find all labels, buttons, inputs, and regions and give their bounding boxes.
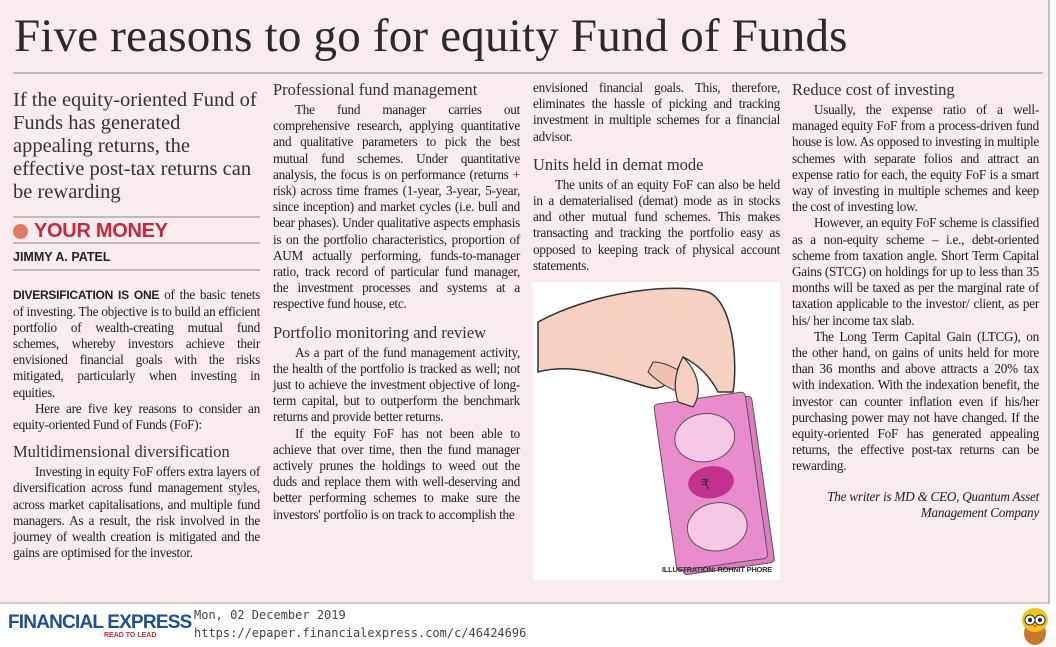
divider — [13, 216, 260, 218]
paragraph: envisioned financial goals. This, theref… — [533, 80, 780, 144]
footer: FINANCIAL EXPRESS READ TO LEAD Mon, 02 D… — [0, 604, 1056, 647]
publication-date: Mon, 02 December 2019 — [194, 608, 346, 622]
section-kicker: YOUR MONEY — [13, 218, 260, 242]
paragraph: The units of an equity FoF can also be h… — [533, 176, 780, 273]
section-label: YOUR MONEY — [34, 220, 168, 242]
subheading: Portfolio monitoring and review — [273, 322, 487, 342]
intro-paragraph: DIVERSIFICATION IS ONE of the basic tene… — [13, 287, 260, 400]
deck: If the equity-oriented Fund of Funds has… — [13, 89, 257, 203]
newspaper-clipping: Five reasons to go for equity Fund of Fu… — [0, 0, 1050, 604]
dot-icon — [13, 223, 28, 239]
hand-holding-banknote-illustration: ₹ — [537, 287, 775, 576]
column-4: Reduce cost of investing Usually, the ex… — [792, 80, 1039, 521]
epaper-link[interactable]: https://epaper.financialexpress.com/c/46… — [194, 626, 527, 640]
subheading: Reduce cost of investing — [792, 80, 955, 99]
divider — [13, 242, 260, 245]
illustration: ₹ ILLUSTRATION: ROHNIT PHORE — [533, 282, 780, 581]
paragraph: Usually, the expense ratio of a well-man… — [792, 102, 1039, 215]
byline: JIMMY A. PATEL — [13, 250, 111, 265]
divider — [13, 269, 260, 272]
owl-icon — [1022, 608, 1048, 645]
column-1: If the equity-oriented Fund of Funds has… — [13, 80, 260, 561]
svg-text:₹: ₹ — [700, 477, 711, 493]
subheading: Multidimensional diversification — [13, 442, 230, 462]
illustration-credit: ILLUSTRATION: ROHNIT PHORE — [661, 564, 772, 574]
brand-tagline: READ TO LEAD — [104, 632, 157, 639]
author-note: The writer is MD & CEO, Quantum Asset Ma… — [827, 488, 1039, 520]
subheading: Units held in demat mode — [533, 154, 704, 174]
paragraph: However, an equity FoF scheme is classif… — [792, 215, 1039, 328]
paragraph: Investing in equity FoF offers extra lay… — [13, 464, 260, 561]
paragraph: Here are five key reasons to consider an… — [13, 400, 260, 433]
paragraph: As a part of the fund management activit… — [273, 344, 520, 425]
paragraph: If the equity FoF has not been able to a… — [273, 425, 520, 522]
paragraph: The fund manager carries out comprehensi… — [273, 102, 520, 312]
subheading: Professional fund management — [273, 80, 478, 99]
brand-logo[interactable]: FINANCIAL EXPRESS — [8, 612, 192, 633]
lead-in: DIVERSIFICATION IS ONE — [13, 288, 160, 303]
column-2: Professional fund management The fund ma… — [273, 80, 520, 523]
column-3: envisioned financial goals. This, theref… — [533, 80, 780, 581]
headline: Five reasons to go for equity Fund of Fu… — [14, 10, 848, 62]
paragraph: The Long Term Capital Gain (LTCG), on th… — [792, 328, 1039, 474]
intro-text: of the basic tenets of investing. The ob… — [13, 287, 261, 400]
divider — [13, 72, 1043, 74]
